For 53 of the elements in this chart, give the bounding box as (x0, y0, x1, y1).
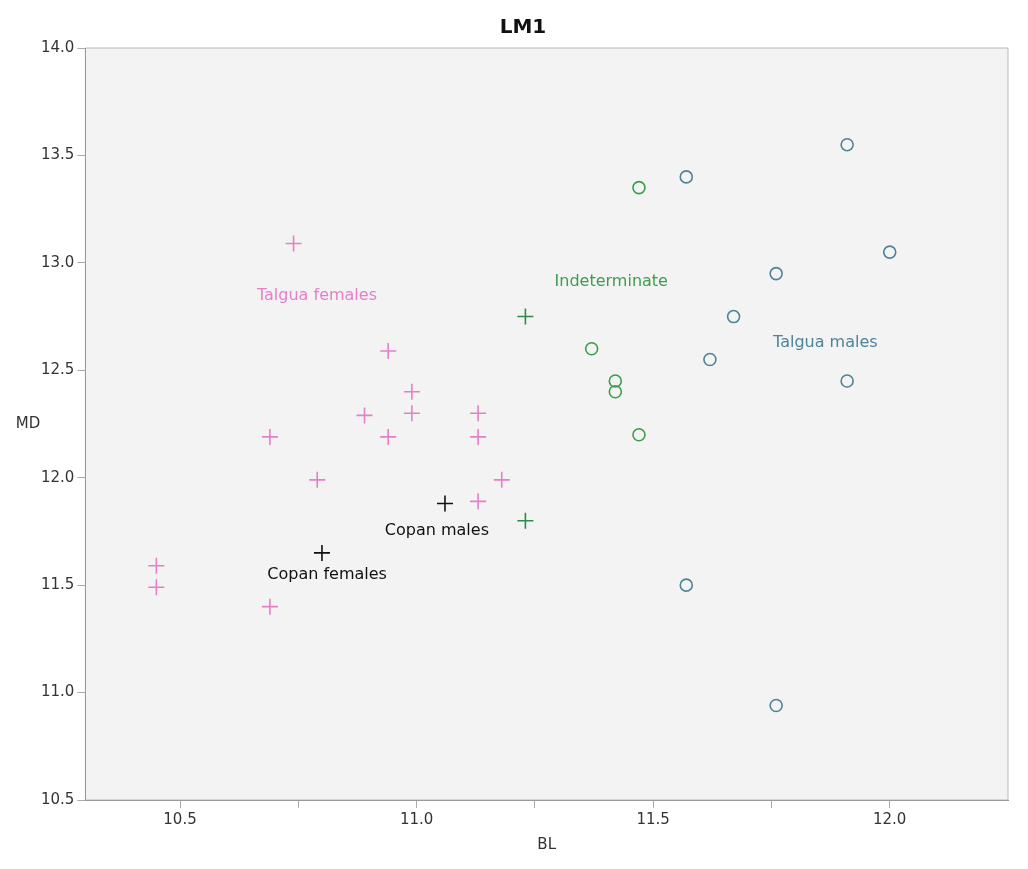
x-tick-label: 12.0 (873, 809, 907, 828)
y-tick-label: 11.0 (40, 682, 75, 701)
y-tick-label: 13.5 (40, 145, 75, 164)
point (584, 342, 599, 356)
point (147, 578, 166, 597)
point (608, 374, 623, 388)
point (379, 342, 397, 360)
point (469, 428, 487, 446)
text: Talgua males (772, 331, 878, 351)
point (436, 494, 454, 513)
point (882, 245, 897, 259)
point (403, 382, 421, 401)
x-tick-label: 10.5 (163, 809, 197, 828)
point (632, 427, 646, 442)
x-axis-title: BL (537, 834, 557, 853)
point (147, 557, 166, 575)
point (769, 698, 783, 713)
series-label: Copan males (384, 519, 489, 539)
point (469, 492, 487, 511)
point (379, 428, 397, 446)
point (840, 137, 854, 152)
point (516, 511, 535, 530)
y-tick-label: 14.0 (40, 37, 75, 56)
point (313, 544, 331, 562)
point (284, 234, 303, 253)
point (469, 404, 487, 423)
x-tick-label: 11.0 (399, 809, 434, 828)
point (726, 309, 741, 324)
y-axis-title: MD (15, 413, 41, 432)
point (679, 578, 694, 592)
point (492, 471, 511, 489)
point (679, 170, 694, 184)
point (261, 597, 279, 616)
point (355, 406, 374, 425)
y-tick-label: 13.0 (40, 252, 75, 271)
point (703, 352, 717, 367)
y-tick-label: 12.0 (40, 467, 75, 486)
chart-title: LM1 (499, 14, 547, 39)
point (608, 384, 623, 399)
text: Talgua females (255, 284, 377, 304)
series-label: Copan females (267, 563, 387, 583)
text: Indeterminate (554, 271, 668, 291)
y-tick-label: 12.5 (40, 360, 75, 379)
point (261, 428, 279, 446)
point (403, 404, 421, 423)
point (516, 307, 535, 326)
x-tick-label: 11.5 (636, 809, 670, 828)
y-tick-label: 11.5 (40, 575, 75, 594)
y-tick-label: 10.5 (40, 789, 75, 808)
point (840, 374, 854, 388)
point (632, 180, 646, 195)
point (769, 266, 783, 281)
point (308, 471, 327, 489)
